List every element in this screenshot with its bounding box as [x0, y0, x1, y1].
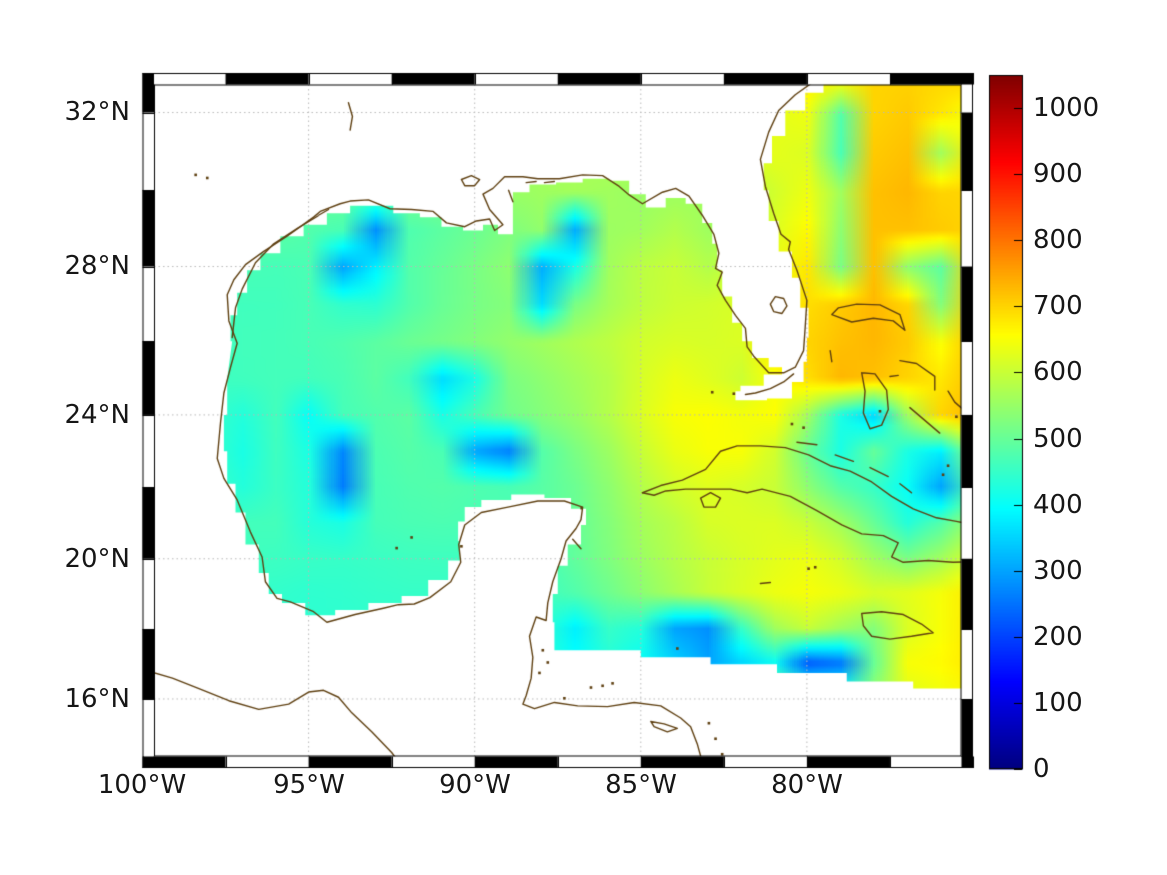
- colorbar-tick-800: 800: [1033, 225, 1083, 255]
- colorbar-tick-600: 600: [1033, 357, 1083, 387]
- x-tick-label-100w: 100°W: [97, 770, 187, 800]
- colorbar-tick-900: 900: [1033, 159, 1083, 189]
- colorbar-tick-300: 300: [1033, 556, 1083, 586]
- x-tick-label-80w: 80°W: [771, 770, 843, 800]
- x-tick-label-85w: 85°W: [605, 770, 677, 800]
- colorbar-tick-400: 400: [1033, 490, 1083, 520]
- y-tick-label-24n: 24°N: [64, 400, 130, 430]
- colorbar-tick-100: 100: [1033, 688, 1083, 718]
- colorbar-tick-500: 500: [1033, 424, 1083, 454]
- y-tick-label-20n: 20°N: [64, 544, 130, 574]
- y-tick-label-32n: 32°N: [64, 97, 130, 127]
- colorbar-tick-200: 200: [1033, 622, 1083, 652]
- colorbar-tick-0: 0: [1033, 754, 1050, 784]
- colorbar-tick-1000: 1000: [1033, 93, 1100, 123]
- y-tick-label-28n: 28°N: [64, 251, 130, 281]
- y-tick-label-16n: 16°N: [64, 684, 130, 714]
- x-tick-label-95w: 95°W: [273, 770, 345, 800]
- x-tick-label-90w: 90°W: [439, 770, 511, 800]
- colorbar-tick-700: 700: [1033, 291, 1083, 321]
